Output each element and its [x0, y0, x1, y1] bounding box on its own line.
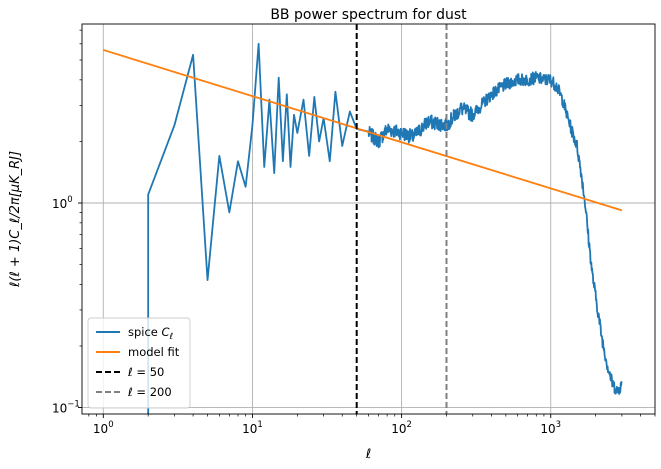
x-tick-label: 101: [242, 420, 263, 436]
axis-ticks: 100 101 102 103 10−1 100: [52, 29, 656, 436]
series-line-1: [103, 49, 623, 212]
y-axis-label: ℓ(ℓ + 1)C_ℓ/2π[μK_RJ]: [8, 151, 23, 288]
x-tick-label: 103: [540, 420, 561, 436]
legend: spice Cℓ model fit ℓ = 50 ℓ = 200: [87, 317, 191, 409]
x-axis-label: ℓ: [365, 447, 371, 462]
y-tick-label: 100: [52, 195, 73, 211]
legend-label: ℓ = 50: [127, 365, 164, 379]
legend-label: model fit: [128, 345, 180, 359]
plot-area: [103, 24, 623, 414]
legend-label: spice Cℓ: [128, 325, 173, 342]
x-tick-label: 102: [391, 420, 412, 436]
legend-box: [87, 317, 191, 409]
x-tick-label: 100: [93, 420, 114, 436]
y-axis-title: ℓ(ℓ + 1)C_ℓ/2π[μK_RJ]: [8, 151, 23, 288]
legend-label: ℓ = 200: [127, 385, 172, 399]
chart-title: BB power spectrum for dust: [270, 7, 467, 23]
y-tick-label: 10−1: [52, 400, 80, 416]
series-line-0: [147, 42, 623, 414]
x-axis-title: ℓ: [365, 447, 371, 462]
